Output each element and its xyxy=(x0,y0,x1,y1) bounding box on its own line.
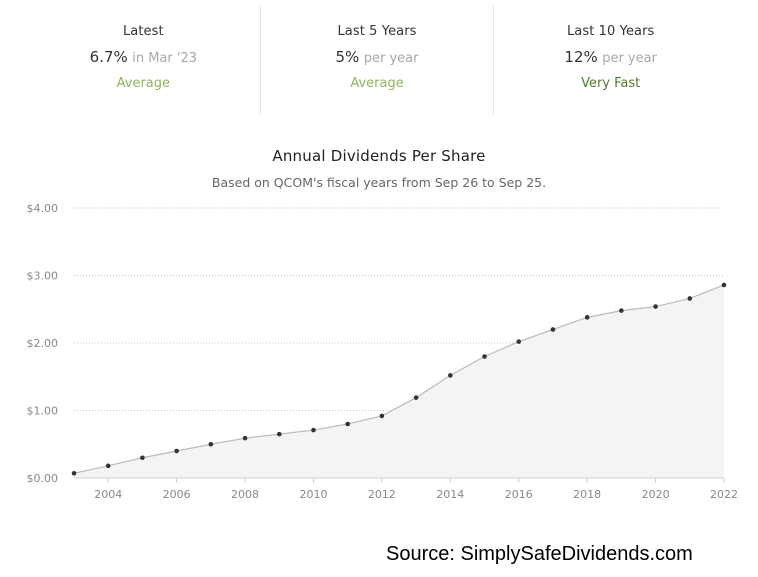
x-tick-label: 2008 xyxy=(231,488,259,501)
stat-rating: Very Fast xyxy=(581,76,641,91)
data-point xyxy=(174,448,179,454)
x-tick-label: 2004 xyxy=(94,488,122,501)
y-tick-label: $1.00 xyxy=(27,405,59,418)
data-point xyxy=(619,308,624,313)
data-point xyxy=(242,435,248,441)
data-point xyxy=(208,441,214,447)
data-point xyxy=(516,339,522,344)
data-point xyxy=(276,431,282,437)
source-credit: Source: SimplySafeDividends.com xyxy=(386,543,693,565)
data-point xyxy=(721,282,727,288)
data-point xyxy=(653,304,658,309)
stat-rating: Average xyxy=(350,76,404,91)
data-point xyxy=(413,395,419,400)
data-point xyxy=(448,373,453,378)
stat-label: Latest xyxy=(122,24,164,39)
stat-label: Last 10 Years xyxy=(566,24,655,39)
series-line xyxy=(73,284,725,474)
data-point xyxy=(345,421,350,427)
data-point xyxy=(140,455,145,461)
y-tick-label: $0.00 xyxy=(27,472,59,485)
x-tick-label: 2006 xyxy=(163,488,191,501)
stat-label: Last 5 Years xyxy=(337,24,417,39)
x-tick-label: 2018 xyxy=(573,488,601,501)
x-tick-label: 2016 xyxy=(505,488,533,501)
stat-last-10-years: Last 10 Years 12% per year Very Fast xyxy=(493,6,727,114)
area-fill xyxy=(74,284,724,478)
x-tick-label: 2014 xyxy=(436,488,464,501)
x-tick-label: 2020 xyxy=(642,488,670,501)
data-point xyxy=(379,413,385,419)
stat-suffix: per year xyxy=(602,51,657,66)
stat-suffix: in Mar '23 xyxy=(132,51,197,66)
data-point xyxy=(105,463,111,469)
y-tick-label: $3.00 xyxy=(27,270,59,283)
stat-value: 12% xyxy=(564,48,598,66)
stat-value: 6.7% xyxy=(89,48,128,66)
stat-last-5-years: Last 5 Years 5% per year Average xyxy=(259,6,494,114)
stat-suffix: per year xyxy=(363,51,419,66)
stat-latest: Latest 6.7% in Mar '23 Average xyxy=(27,6,260,114)
data-point xyxy=(482,354,487,359)
data-point xyxy=(687,296,693,301)
x-tick-label: 2012 xyxy=(368,488,396,501)
chart-title: Annual Dividends Per Share xyxy=(272,147,486,165)
data-point xyxy=(584,315,590,320)
y-tick-label: $2.00 xyxy=(27,337,59,350)
data-point xyxy=(550,327,556,332)
growth-stats-panel: Latest 6.7% in Mar '23 Average Last 5 Ye… xyxy=(27,6,727,114)
x-tick-label: 2010 xyxy=(299,488,327,501)
data-point xyxy=(71,470,77,476)
stat-rating: Average xyxy=(116,76,171,91)
x-tick-label: 2022 xyxy=(710,488,738,501)
dividends-area-chart: $0.00 $1.00 $2.00 $3.00 $4.00 2004 2006 2008 201… xyxy=(27,202,739,501)
chart-subtitle: Based on QCOM's fiscal years from Sep 26… xyxy=(211,175,547,190)
stat-value: 5% xyxy=(335,48,360,66)
data-point xyxy=(311,427,316,433)
y-tick-label: $4.00 xyxy=(27,202,59,215)
